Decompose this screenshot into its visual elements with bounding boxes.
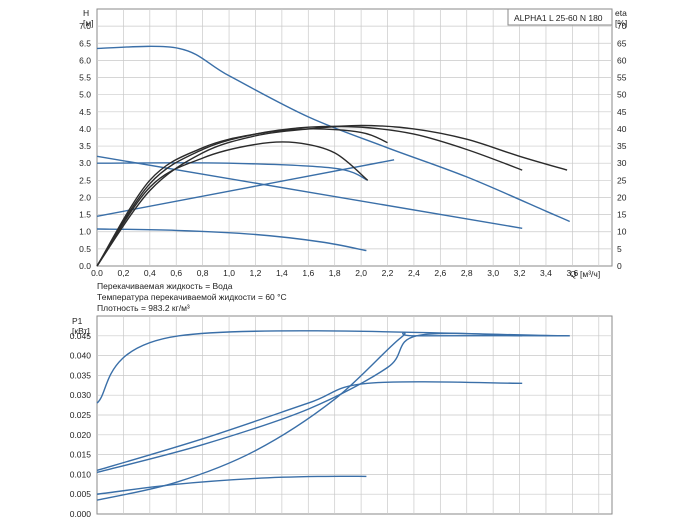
y-tick-label: 1.0	[79, 227, 91, 237]
y-tick-label: 2.0	[79, 192, 91, 202]
y-tick-label: 0.005	[70, 489, 92, 499]
series-line	[96, 159, 395, 217]
eta-axis-unit: [%]	[615, 18, 627, 28]
y-tick-label: 6.0	[79, 55, 91, 65]
x-tick-label: 2,2	[382, 268, 394, 278]
bottom-grid	[97, 316, 612, 514]
top-plot-frame	[96, 8, 613, 267]
y-tick-label: 0.015	[70, 450, 92, 460]
top-tick-labels: 0.0 0.5 1.0 1.5 2.0 2.5 3.0 3.5 4.0 4.5 5.0 5.5 6.0 6…	[79, 21, 627, 278]
y2-tick-label: 15	[617, 210, 627, 220]
note-temperature: Температура перекачиваемой жидкости = 60…	[97, 292, 287, 302]
series-line	[96, 162, 368, 181]
x-tick-label: 0,8	[197, 268, 209, 278]
y-tick-label: 5.0	[79, 90, 91, 100]
series-line	[96, 475, 367, 495]
power-panel: 0.000 0.005 0.010 0.015 0.020 0.025 0.030 0.035…	[70, 315, 613, 519]
series-line	[96, 381, 523, 472]
y-tick-label: 2.5	[79, 175, 91, 185]
series-line	[96, 141, 369, 267]
y2-tick-label: 25	[617, 175, 627, 185]
x-tick-label: 0,6	[170, 268, 182, 278]
y2-tick-label: 40	[617, 124, 627, 134]
series-line	[96, 125, 523, 267]
y-tick-label: 0.045	[70, 331, 92, 341]
y-tick-label: 4.0	[79, 124, 91, 134]
x-tick-label: 2,0	[355, 268, 367, 278]
y-tick-label: 0.000	[70, 509, 92, 519]
h-axis-name: H	[83, 8, 89, 18]
y-tick-label: 0.020	[70, 430, 92, 440]
y2-tick-label: 55	[617, 73, 627, 83]
y-tick-label: 0.0	[79, 261, 91, 271]
x-tick-label: 3,0	[487, 268, 499, 278]
y-tick-label: 0.5	[79, 244, 91, 254]
y2-tick-label: 45	[617, 107, 627, 117]
y-tick-label: 0.040	[70, 351, 92, 361]
top-grid	[97, 9, 612, 266]
y2-tick-label: 5	[617, 244, 622, 254]
x-tick-label: 1,4	[276, 268, 288, 278]
x-tick-label: 1,2	[250, 268, 262, 278]
x-tick-label: 1,0	[223, 268, 235, 278]
y-tick-label: 0.025	[70, 410, 92, 420]
x-tick-label: 2,8	[461, 268, 473, 278]
x-tick-label: 1,6	[302, 268, 314, 278]
x-tick-label: 2,4	[408, 268, 420, 278]
x-tick-label: 3,6	[566, 268, 578, 278]
x-tick-label: 0,4	[144, 268, 156, 278]
q-axis-name: Q	[570, 269, 577, 279]
y-tick-label: 0.010	[70, 469, 92, 479]
y2-tick-label: 20	[617, 192, 627, 202]
note-density: Плотность = 983.2 кг/м³	[97, 303, 190, 313]
h-axis-unit: [м]	[83, 18, 94, 28]
q-axis-unit: [м³/ч]	[580, 269, 600, 279]
series-line	[96, 45, 570, 223]
x-tick-label: 1,8	[329, 268, 341, 278]
x-tick-label: 2,6	[434, 268, 446, 278]
y-tick-label: 0.030	[70, 390, 92, 400]
y2-tick-label: 50	[617, 90, 627, 100]
bottom-curves	[96, 330, 570, 501]
eta-axis-name: eta	[615, 8, 627, 18]
p1-axis-unit: [кВт]	[72, 326, 90, 336]
y-tick-label: 7.0	[79, 21, 91, 31]
top-curves	[96, 45, 570, 267]
series-line	[96, 155, 523, 229]
y-tick-label: 6.5	[79, 38, 91, 48]
x-tick-label: 3,2	[514, 268, 526, 278]
y2-tick-label: 30	[617, 158, 627, 168]
model-label-box	[507, 8, 613, 26]
fluid-notes: Перекачиваемая жидкость = Вода Температу…	[97, 281, 287, 313]
y-tick-label: 5.5	[79, 73, 91, 83]
y2-tick-label: 10	[617, 227, 627, 237]
y-tick-label: 3.0	[79, 158, 91, 168]
y-tick-label: 0.035	[70, 370, 92, 380]
series-line	[96, 228, 367, 252]
series-line	[96, 124, 568, 267]
y2-tick-label: 60	[617, 55, 627, 65]
series-line	[96, 128, 388, 267]
y2-tick-label: 35	[617, 141, 627, 151]
note-fluid: Перекачиваемая жидкость = Вода	[97, 281, 233, 291]
y2-tick-label: 0	[617, 261, 622, 271]
model-label: ALPHA1 L 25-60 N 180	[514, 13, 603, 23]
y-tick-label: 1.5	[79, 210, 91, 220]
y-tick-label: 3.5	[79, 141, 91, 151]
bottom-tick-labels: 0.000 0.005 0.010 0.015 0.020 0.025 0.030 0.035…	[70, 331, 92, 519]
x-tick-label: 3,4	[540, 268, 552, 278]
p1-axis-name: P1	[72, 316, 83, 326]
series-line	[96, 331, 570, 501]
y2-tick-label: 65	[617, 38, 627, 48]
head-efficiency-panel: 0.0 0.5 1.0 1.5 2.0 2.5 3.0 3.5 4.0 4.5 5.0 5.5 6.0 6…	[79, 8, 627, 279]
y-tick-label: 4.5	[79, 107, 91, 117]
x-tick-label: 0.0	[91, 268, 103, 278]
x-tick-label: 0,2	[117, 268, 129, 278]
y2-tick-label: 70	[617, 21, 627, 31]
